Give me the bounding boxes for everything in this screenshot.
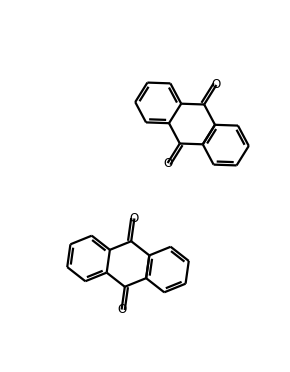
Text: O: O [130,212,139,225]
Text: O: O [212,78,221,92]
Text: O: O [117,303,126,316]
Text: O: O [163,157,172,170]
